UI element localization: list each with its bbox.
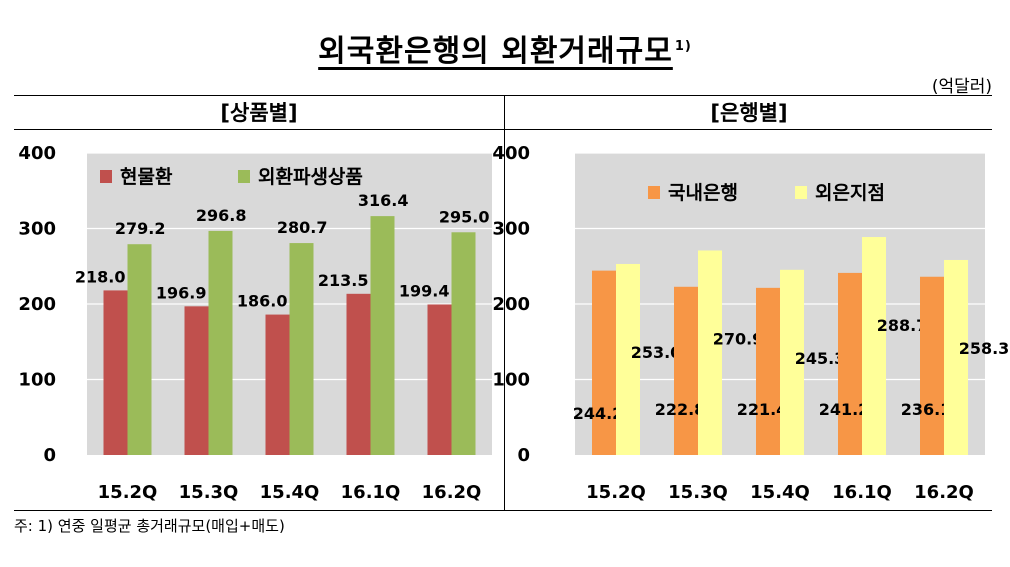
data-label: 245.3 xyxy=(795,349,846,368)
legend-label: 외환파생상품 xyxy=(258,166,363,188)
bar xyxy=(289,243,314,455)
data-label: 186.0 xyxy=(237,292,288,311)
footnote: 주: 1) 연중 일평균 총거래규모(매입+매도) xyxy=(14,517,285,535)
x-category-label: 16.2Q xyxy=(422,482,482,503)
bar xyxy=(674,286,698,455)
header-separator xyxy=(14,129,992,130)
x-category-label: 15.2Q xyxy=(586,482,646,503)
x-category-label: 16.1Q xyxy=(832,482,892,503)
y-tick-label: 300 xyxy=(18,219,56,240)
data-label: 270.9 xyxy=(713,329,764,348)
data-label: 280.7 xyxy=(277,218,328,237)
bar xyxy=(346,293,371,455)
legend-label: 현물환 xyxy=(120,166,173,188)
y-tick-label: 300 xyxy=(492,219,530,240)
bar xyxy=(944,259,968,455)
y-tick-label: 0 xyxy=(517,445,530,466)
bar xyxy=(698,250,722,455)
data-label: 221.4 xyxy=(737,400,788,419)
data-label: 296.8 xyxy=(196,206,247,225)
bar xyxy=(592,270,616,455)
bar xyxy=(616,263,640,455)
y-tick-label: 100 xyxy=(18,370,56,391)
y-tick-label: 400 xyxy=(18,143,56,164)
data-label: 295.0 xyxy=(439,207,490,226)
panel-title-bank: [은행별] xyxy=(710,101,788,125)
x-category-label: 16.2Q xyxy=(914,482,974,503)
bar xyxy=(127,244,152,455)
y-tick-label: 0 xyxy=(43,445,56,466)
bar xyxy=(756,287,780,455)
data-label: 218.0 xyxy=(75,267,126,286)
data-label: 258.3 xyxy=(959,339,1010,358)
bar xyxy=(451,232,476,455)
bar xyxy=(838,272,862,455)
legend-swatch xyxy=(795,186,807,199)
data-label: 241.2 xyxy=(819,400,870,419)
panel-title-product: [상품별] xyxy=(220,101,298,125)
x-category-label: 15.4Q xyxy=(260,482,320,503)
data-label: 213.5 xyxy=(318,271,369,290)
unit-label: (억달러) xyxy=(931,77,992,97)
legend-swatch xyxy=(648,186,660,199)
x-category-label: 15.3Q xyxy=(179,482,239,503)
title-text: 외국환은행의 외환거래규모 xyxy=(318,34,673,69)
data-label: 253.0 xyxy=(631,343,682,362)
y-tick-label: 100 xyxy=(492,370,530,391)
data-label: 288.7 xyxy=(877,316,928,335)
data-label: 316.4 xyxy=(358,191,409,210)
bar xyxy=(862,237,886,455)
legend-swatch xyxy=(238,170,250,183)
title-footnote-mark: 1) xyxy=(674,39,692,54)
bar xyxy=(427,304,452,455)
x-category-label: 15.2Q xyxy=(98,482,158,503)
legend-label: 외은지점 xyxy=(815,182,885,204)
page-title: 외국환은행의 외환거래규모 1) xyxy=(0,26,1010,70)
panel-divider xyxy=(504,95,505,510)
y-tick-label: 200 xyxy=(18,294,56,315)
data-label: 236.1 xyxy=(901,400,952,419)
data-label: 244.2 xyxy=(573,404,624,423)
data-label: 279.2 xyxy=(115,219,166,238)
x-category-label: 16.1Q xyxy=(341,482,401,503)
bar xyxy=(370,216,395,455)
chart-frame xyxy=(14,95,992,511)
bar xyxy=(920,276,944,455)
x-category-label: 15.4Q xyxy=(750,482,810,503)
legend-label: 국내은행 xyxy=(668,182,738,204)
x-category-label: 15.3Q xyxy=(668,482,728,503)
legend-swatch xyxy=(100,170,112,183)
bar xyxy=(103,290,128,455)
bar xyxy=(208,230,233,455)
bar xyxy=(780,269,804,455)
bar xyxy=(265,314,290,455)
data-label: 222.8 xyxy=(655,400,706,419)
y-tick-label: 200 xyxy=(492,294,530,315)
y-tick-label: 400 xyxy=(492,143,530,164)
data-label: 199.4 xyxy=(399,281,450,300)
data-label: 196.9 xyxy=(156,283,207,302)
bar xyxy=(184,306,209,455)
